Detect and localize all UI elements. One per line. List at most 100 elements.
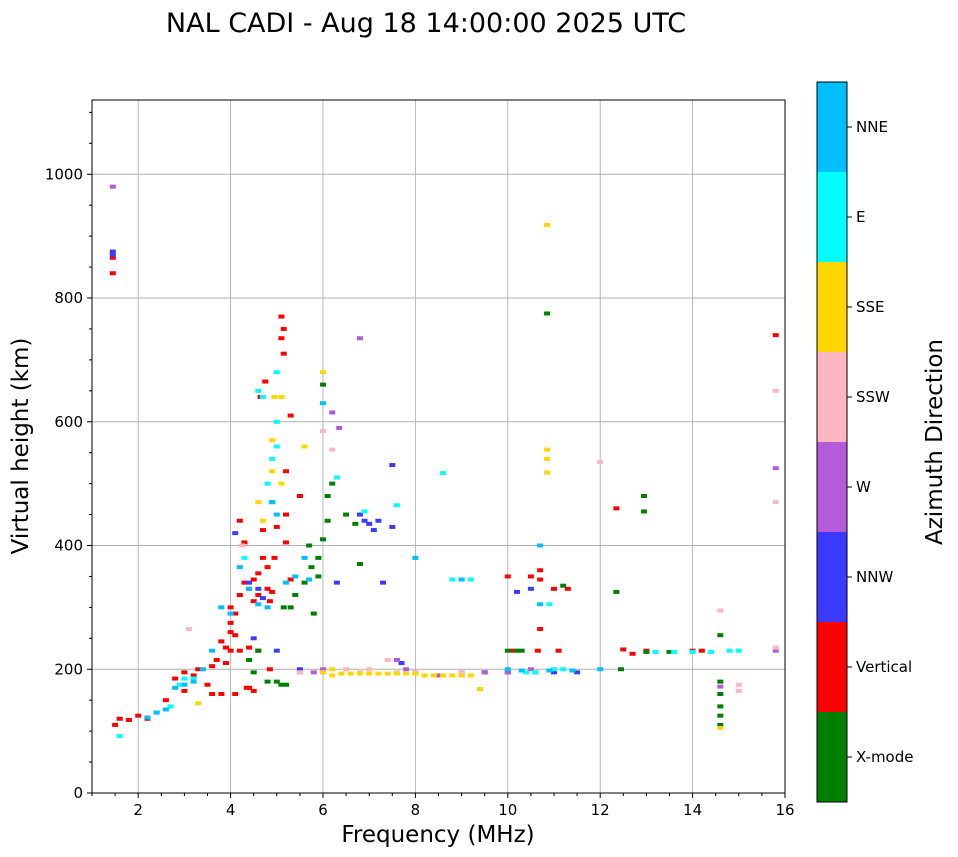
echo-point [412, 671, 419, 676]
colorbar-label-e: E [856, 208, 865, 226]
echo-point [280, 605, 287, 610]
echo-point [271, 555, 278, 560]
echo-point [389, 463, 396, 468]
echo-point [320, 401, 326, 406]
echo-point [236, 518, 243, 523]
echo-point [306, 577, 313, 582]
echo-point [283, 682, 290, 687]
y-tick-label: 200 [54, 660, 83, 678]
echo-point [398, 661, 405, 666]
echo-point [273, 679, 280, 684]
echo-point [544, 456, 551, 461]
echo-point [287, 577, 294, 582]
echo-point [250, 670, 257, 675]
echo-point [518, 668, 525, 673]
echo-point [109, 255, 116, 260]
echo-point [458, 670, 465, 675]
echo-point [518, 648, 525, 653]
echo-point [393, 671, 400, 676]
echo-point [273, 524, 280, 529]
echo-point [255, 593, 262, 597]
series-x-mode [246, 311, 724, 727]
echo-point [172, 685, 179, 690]
echo-point [241, 540, 248, 545]
x-tick-label: 4 [226, 801, 236, 819]
echo-point [735, 648, 742, 653]
echo-point [717, 679, 724, 684]
colorbar: X-mode Vertical NNW W SSW SSE E NNE [816, 81, 913, 803]
echo-point [255, 602, 262, 607]
echo-point [421, 673, 428, 678]
echo-point [255, 648, 262, 653]
echo-point [296, 494, 303, 498]
echo-point [190, 679, 197, 684]
echo-point [283, 469, 290, 474]
echo-point [629, 651, 636, 656]
echo-point [380, 580, 387, 585]
x-tick-label: 10 [498, 801, 517, 819]
echo-point [255, 571, 262, 576]
echo-point [320, 382, 326, 387]
echo-point [181, 670, 188, 675]
data-marks [109, 184, 779, 739]
y-tick-label: 1000 [45, 165, 83, 183]
echo-point [246, 657, 253, 662]
echo-point [338, 671, 345, 676]
echo-point [772, 645, 779, 650]
echo-point [264, 481, 271, 486]
echo-point [255, 388, 262, 393]
echo-point [613, 506, 620, 511]
echo-point [320, 370, 326, 375]
echo-point [504, 648, 511, 653]
echo-point [324, 518, 331, 523]
echo-point [504, 667, 511, 672]
y-axis-ticks: 0 200 400 600 800 1000 [45, 111, 92, 802]
colorbar-label-w: W [856, 478, 871, 496]
echo-point [320, 429, 326, 434]
echo-point [218, 605, 225, 610]
echo-point [227, 611, 234, 616]
echo-point [574, 670, 581, 675]
echo-point [726, 648, 733, 653]
echo-point [546, 668, 553, 673]
echo-point [717, 713, 724, 718]
echo-point [717, 704, 724, 709]
echo-point [366, 521, 373, 526]
echo-point [467, 577, 474, 582]
echo-point [301, 444, 308, 449]
colorbar-segment-e [817, 172, 847, 262]
echo-point [361, 518, 368, 523]
echo-point [509, 648, 516, 653]
echo-point [458, 673, 465, 678]
echo-point [264, 586, 271, 591]
echo-point [671, 649, 678, 654]
echo-point [514, 648, 521, 653]
x-tick-label: 8 [411, 801, 421, 819]
echo-point [239, 543, 246, 548]
echo-point [255, 500, 262, 505]
echo-point [361, 509, 368, 514]
echo-point [546, 602, 553, 607]
echo-point [315, 574, 322, 579]
echo-point [555, 648, 562, 653]
echo-point [273, 419, 280, 424]
echo-point [227, 605, 234, 610]
echo-point [308, 565, 315, 570]
echo-point [523, 670, 530, 675]
echo-point [292, 593, 299, 597]
echo-point [620, 647, 627, 652]
echo-point [296, 667, 303, 672]
colorbar-label-nne: NNE [856, 118, 888, 136]
series-nne [144, 401, 604, 720]
echo-point [537, 577, 544, 582]
echo-point [176, 682, 183, 687]
echo-point [269, 500, 276, 505]
echo-point [772, 500, 779, 505]
echo-point [246, 685, 253, 690]
y-tick-label: 400 [54, 537, 83, 555]
echo-point [250, 599, 257, 604]
echo-point [259, 528, 266, 533]
echo-point [190, 673, 197, 678]
x-axis-ticks: 2 4 6 8 10 12 14 16 [91, 793, 795, 819]
echo-point [329, 410, 336, 415]
